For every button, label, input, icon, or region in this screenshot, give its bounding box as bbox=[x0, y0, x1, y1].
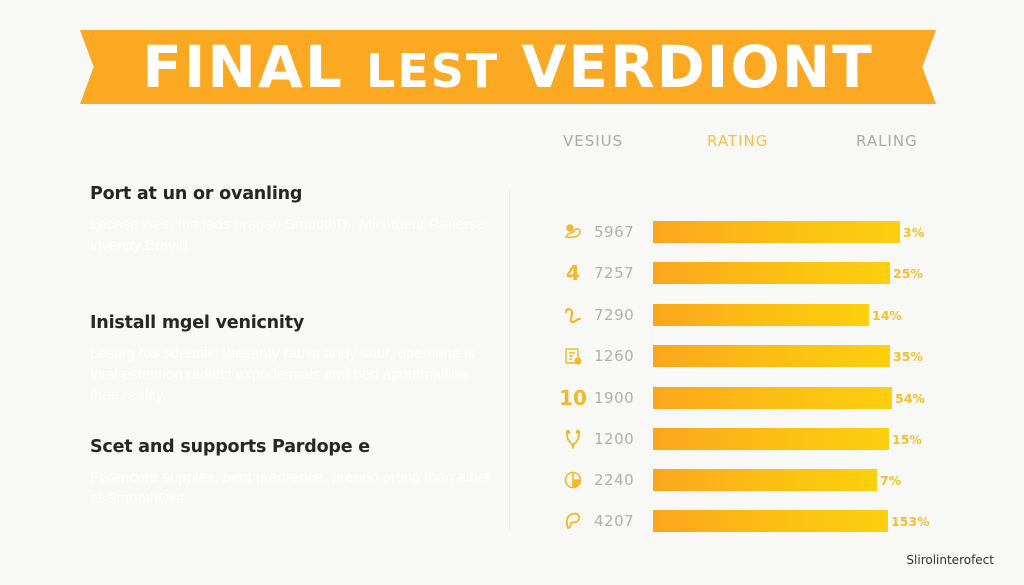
column-divider bbox=[509, 190, 510, 530]
row-number: 1200 bbox=[594, 430, 635, 448]
row-number: 4207 bbox=[594, 512, 635, 530]
rating-bar bbox=[653, 387, 892, 409]
chart-row: 2240 7% bbox=[560, 469, 901, 491]
stethoscope-icon bbox=[560, 428, 586, 450]
chart-row: 5967 3% bbox=[560, 221, 924, 243]
title-banner: FINAL LEST VERDIONT bbox=[80, 30, 936, 104]
section-body: Lestirg tos sdentific thesanty rauist an… bbox=[90, 345, 476, 404]
chart-row: 1200 15% bbox=[560, 428, 922, 450]
column-header-rating: RATING bbox=[707, 132, 769, 150]
rating-bar bbox=[653, 428, 889, 450]
section-1: Port at un or ovanling Lecase wes, the i… bbox=[90, 184, 490, 256]
footer-credit: Slirolinterofect bbox=[906, 553, 994, 567]
banner-title-part2: LEST bbox=[366, 44, 500, 98]
bar-value-label: 7% bbox=[880, 472, 902, 488]
row-number: 2240 bbox=[594, 471, 635, 489]
section-title: Inistall mgel venicnity bbox=[90, 313, 305, 333]
number-ten-icon: 10 bbox=[559, 386, 587, 410]
banner-title: FINAL LEST VERDIONT bbox=[142, 38, 874, 96]
rating-bar bbox=[653, 262, 890, 284]
section-body: Lecase wes, the iads pragan SmoothDi, Mi… bbox=[90, 216, 485, 254]
bar-value-label: 15% bbox=[892, 431, 922, 447]
row-number: 1900 bbox=[594, 389, 635, 407]
column-header-raling: RALING bbox=[856, 132, 918, 150]
section-title: Scet and supports Pardope e bbox=[90, 437, 370, 457]
chart-row: 7290 14% bbox=[560, 304, 902, 326]
hand-heart-icon bbox=[560, 221, 586, 243]
rating-bar bbox=[653, 510, 888, 532]
rating-bar bbox=[653, 469, 877, 491]
chart-row: 10 1900 54% bbox=[559, 386, 925, 410]
bar-value-label: 3% bbox=[903, 224, 925, 240]
banner-title-part3: VERDIONT bbox=[499, 33, 874, 101]
bar-value-label: 14% bbox=[872, 307, 902, 323]
chart-row: 1260 35% bbox=[560, 345, 923, 367]
section-title: Port at un or ovanling bbox=[90, 184, 303, 204]
number-four-icon: 4 bbox=[566, 261, 580, 285]
chart-row: 4 7257 25% bbox=[560, 261, 923, 285]
rating-bar bbox=[653, 304, 869, 326]
document-dollar-icon bbox=[560, 345, 586, 367]
rating-bar bbox=[653, 345, 890, 367]
squiggle-icon bbox=[560, 304, 586, 326]
section-2: Inistall mgel venicnity Lestirg tos sden… bbox=[90, 313, 490, 406]
column-header-vesius: VESIUS bbox=[563, 132, 624, 150]
pie-chart-icon bbox=[560, 469, 586, 491]
rating-bar bbox=[653, 221, 900, 243]
p-shape-icon bbox=[560, 510, 586, 532]
bar-value-label: 54% bbox=[895, 390, 925, 406]
section-3: Scet and supports Pardope e Ferencore su… bbox=[90, 437, 490, 509]
row-number: 1260 bbox=[594, 347, 635, 365]
bar-value-label: 25% bbox=[893, 265, 923, 281]
bar-value-label: 153% bbox=[891, 513, 930, 529]
row-number: 7257 bbox=[594, 264, 635, 282]
chart-row: 4207 153% bbox=[560, 510, 930, 532]
section-body: Ferencore supples, bent preorence, preud… bbox=[90, 469, 490, 507]
banner-title-part1: FINAL bbox=[142, 33, 367, 101]
row-number: 7290 bbox=[594, 306, 635, 324]
row-number: 5967 bbox=[594, 223, 635, 241]
bar-value-label: 35% bbox=[893, 348, 923, 364]
